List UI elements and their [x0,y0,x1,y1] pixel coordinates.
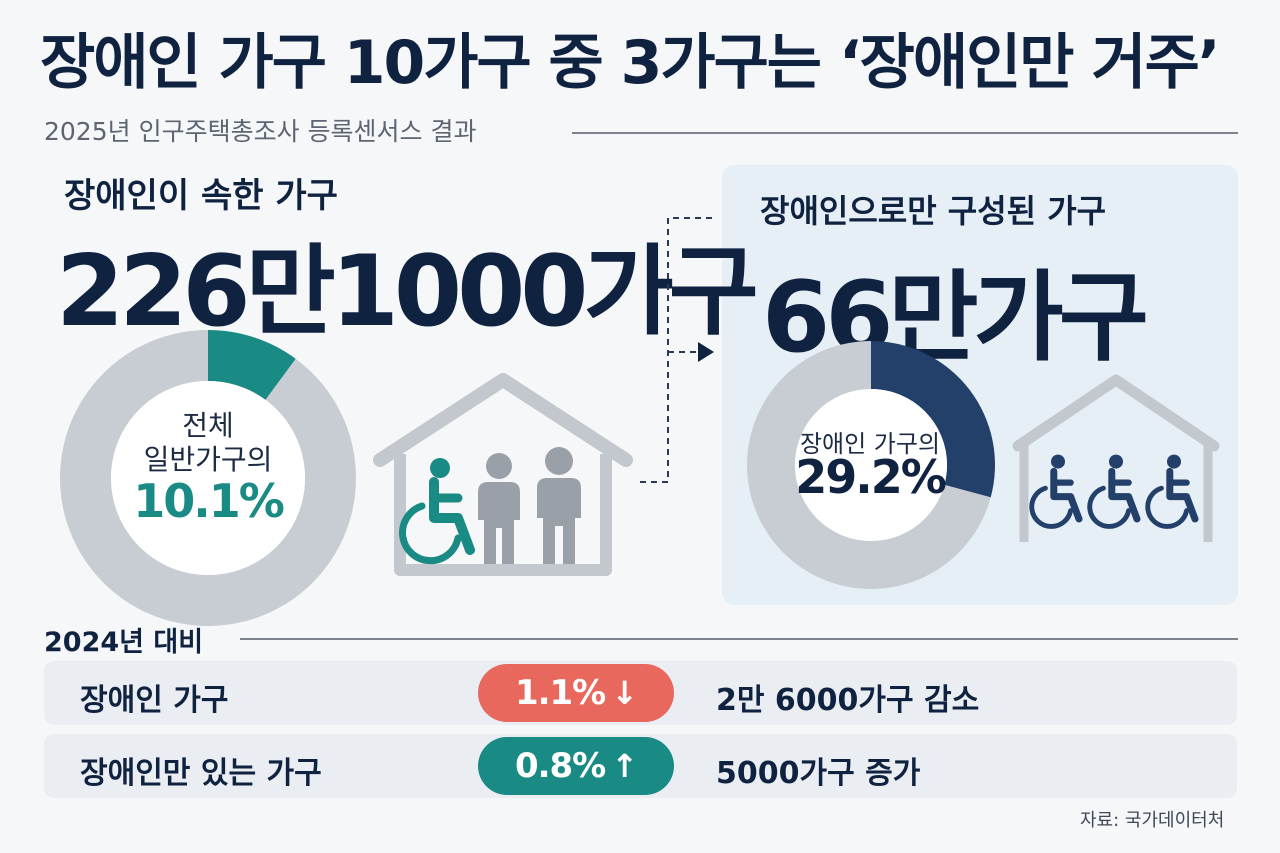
house-icon [373,373,633,576]
arrow-down-icon: ↓ [611,674,638,712]
left-value: 226만1000가구 [56,235,759,349]
left-donut-line2: 일반가구의 [143,443,273,476]
left-donut-line1: 전체 [182,409,234,442]
right-donut-slice-1 [871,341,995,498]
wheelchair-icon [1029,454,1083,529]
right-donut-line1: 장애인 가구의 [799,430,941,458]
row-2-change-value: 0.8% [514,746,606,786]
right-donut-slice-2 [747,341,991,589]
left-label: 장애인이 속한 가구 [64,176,338,216]
subtitle: 2025년 인구주택총조사 등록센서스 결과 [44,117,477,146]
person-icon [537,447,581,564]
page-title: 장애인 가구 10가구 중 3가구는 ‘장애인만 거주’ [40,28,1221,98]
left-donut-slice-2 [60,330,357,626]
subtitle-divider [572,132,1238,134]
connector-arrow-icon [640,217,716,483]
comparison-label: 2024년 대비 [44,627,204,658]
right-label: 장애인으로만 구성된 가구 [760,192,1107,230]
arrow-up-icon: ↑ [611,747,638,785]
wheelchair-icon [399,458,475,565]
left-donut-percent: 10.1% [133,474,285,528]
wheelchair-icon [1145,454,1199,529]
row-1-detail: 2만 6000가구 감소 [716,683,980,718]
row-1-label: 장애인 가구 [80,683,229,718]
row-2-detail: 5000가구 증가 [716,756,921,791]
row-2-label: 장애인만 있는 가구 [80,756,322,791]
comparison-divider [240,638,1238,640]
left-donut-slice-1 [208,330,296,400]
left-donut-hole [111,381,305,575]
right-donut-hole [795,389,947,541]
right-donut-chart [747,341,995,589]
house-icon [1012,374,1220,542]
right-donut-percent: 29.2% [795,450,947,504]
person-icon [478,453,520,564]
wheelchair-icon [1087,454,1141,529]
row-1-change-value: 1.1% [514,673,606,713]
row-1-change-pill: 1.1% ↓ [478,664,674,722]
row-2-change-pill: 0.8% ↑ [478,737,674,795]
source-note: 자료: 국가데이터처 [1080,810,1225,831]
left-donut-chart [60,330,357,626]
